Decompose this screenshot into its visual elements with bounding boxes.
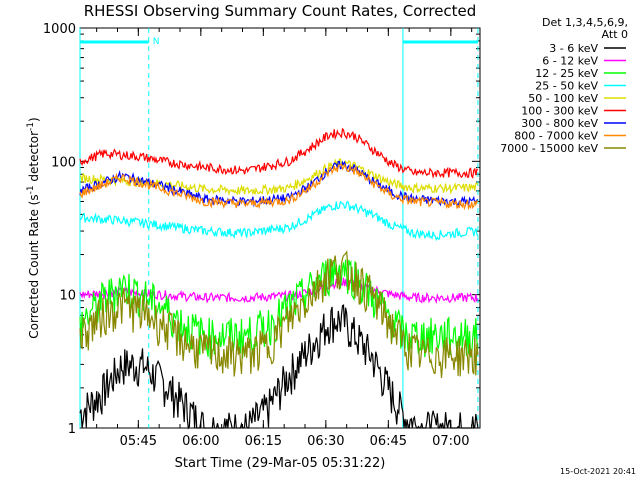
x-axis-label: Start Time (29-Mar-05 05:31:22) <box>175 456 386 471</box>
y-axis-label-main: Corrected Count Rate (s <box>27 194 41 338</box>
legend-label: 100 - 300 keV <box>521 105 598 118</box>
x-tick-label: 06:30 <box>307 434 344 449</box>
series-line-3-6keV <box>79 304 479 430</box>
y-axis-label-sup1: -1 <box>26 185 36 194</box>
timestamp: 15-Oct-2021 20:41 <box>560 467 636 476</box>
x-tick-label: 05:45 <box>120 434 157 449</box>
chart-title: RHESSI Observing Summary Count Rates, Co… <box>84 2 477 20</box>
series-line-100-300keV <box>79 127 479 180</box>
legend-label: 50 - 100 keV <box>528 92 598 105</box>
legend-header: Att 0 <box>602 28 628 41</box>
legend-label: 3 - 6 keV <box>549 42 598 55</box>
y-tick-label: 1 <box>68 422 76 437</box>
x-tick-label: 06:15 <box>245 434 282 449</box>
plot-area: 1 10 100 1000 05:45 06:00 06:15 06:30 06:45 07:00… <box>43 22 481 449</box>
y-axis-label-mid: detector <box>27 131 41 186</box>
legend-label: 25 - 50 keV <box>535 80 598 93</box>
x-tick-label: 06:00 <box>182 434 219 449</box>
night-marker-label: N <box>153 37 160 47</box>
legend-label: 7000 - 15000 keV <box>500 142 598 155</box>
y-axis-label: Corrected Count Rate (s-1 detector-1) <box>26 117 41 338</box>
y-tick-label: 1000 <box>43 22 76 37</box>
x-tick-label: 06:45 <box>370 434 407 449</box>
legend-label: 800 - 7000 keV <box>514 130 598 143</box>
y-tick-label: 10 <box>59 289 76 304</box>
y-tick-label: 100 <box>51 155 76 170</box>
series-line-800-7000keV <box>79 163 479 211</box>
series-line-25-50keV <box>79 200 479 242</box>
y-axis-label-end: ) <box>27 117 41 122</box>
y-axis-label-sup2: -1 <box>26 122 36 131</box>
x-tick-label: 07:00 <box>432 434 469 449</box>
legend-header: Det 1,3,4,5,6,9, <box>542 16 628 29</box>
legend-label: 6 - 12 keV <box>542 55 598 68</box>
series-line-7000-15000keV <box>79 250 479 379</box>
legend-label: 12 - 25 keV <box>535 67 598 80</box>
legend-label: 300 - 800 keV <box>521 117 598 130</box>
